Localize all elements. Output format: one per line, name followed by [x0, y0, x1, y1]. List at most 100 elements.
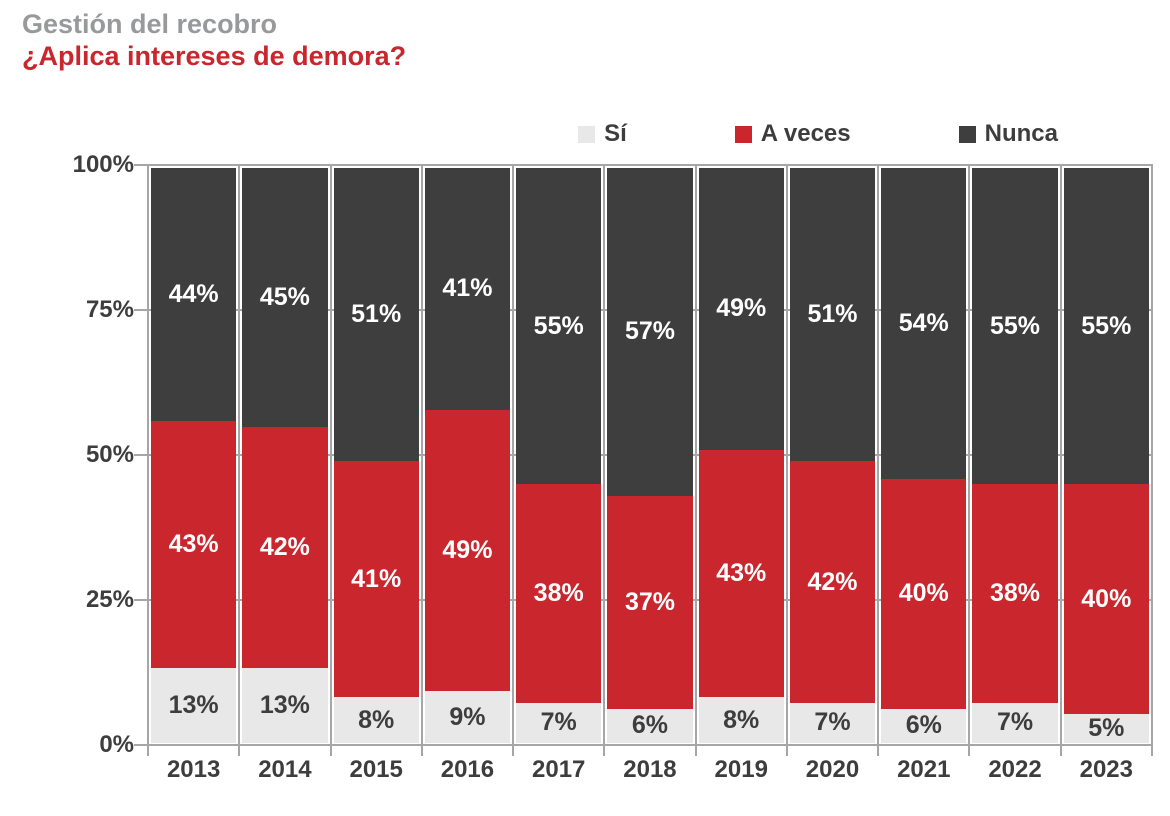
category-boundary-line: [329, 164, 332, 756]
bar-slot-2022: 7% 38% 55%: [969, 168, 1060, 743]
segment-sí-2014: 13%: [242, 668, 328, 743]
y-axis: 0% 25% 50% 75% 100%: [0, 151, 134, 758]
gridline-100%: [134, 164, 1152, 166]
segment-value-label: 7%: [540, 708, 577, 737]
category-boundary-line: [147, 164, 149, 756]
segment-sí-2021: 6%: [881, 708, 967, 743]
bars-container: 13% 43% 44% 13% 42% 45% 8% 41% 51% 9% 49% 41% 7% 38% 5…: [148, 168, 1152, 743]
x-tick-label-2018: 2018: [623, 756, 677, 783]
x-axis: 2013 2014 2015 2016 2017 2018 2019 2020 2021 2022…: [148, 756, 1152, 784]
segment-nunca-2018: 57%: [607, 168, 693, 496]
chart-kicker: Gestión del recobro: [22, 9, 278, 39]
segment-value-label: 40%: [898, 579, 949, 607]
segment-a-veces-2018: 37%: [607, 495, 693, 709]
segment-sí-2022: 7%: [972, 702, 1058, 743]
bar-slot-2020: 7% 42% 51%: [787, 168, 878, 743]
segment-a-veces-2023: 40%: [1063, 484, 1149, 715]
segment-sí-2019: 8%: [698, 697, 784, 743]
segment-sí-2013: 13%: [151, 668, 237, 743]
y-tick-label-25%: 25%: [85, 586, 134, 613]
segment-value-label: 57%: [624, 317, 675, 346]
category-boundary-line: [694, 164, 697, 756]
x-tick-label-2021: 2021: [897, 756, 951, 783]
segment-value-label: 55%: [533, 311, 584, 340]
category-boundary-line: [785, 164, 788, 756]
segment-a-veces-2016: 49%: [424, 409, 511, 692]
segment-value-label: 49%: [442, 535, 493, 564]
bar-slot-2015: 8% 41% 51%: [331, 168, 422, 743]
segment-value-label: 13%: [259, 691, 310, 720]
segment-value-label: 43%: [716, 558, 767, 587]
legend-item-sí: Sí: [578, 120, 627, 148]
segment-value-label: 38%: [533, 579, 584, 607]
segment-a-veces-2013: 43%: [151, 421, 237, 669]
chart-title: ¿Aplica intereses de demora?: [22, 41, 407, 72]
stacked-bar-plot: 13% 43% 44% 13% 42% 45% 8% 41% 51% 9% 49% 41% 7% 38% 5…: [134, 164, 1153, 756]
segment-value-label: 7%: [996, 708, 1034, 737]
category-boundary-line: [420, 164, 423, 756]
bar-slot-2018: 6% 37% 57%: [604, 168, 695, 743]
segment-nunca-2013: 44%: [151, 168, 237, 421]
x-tick-label-2016: 2016: [440, 756, 495, 783]
stacked-bar-2020: 7% 42% 51%: [789, 168, 876, 743]
stacked-bar-2022: 7% 38% 55%: [972, 168, 1058, 743]
x-tick-label-2014: 2014: [258, 756, 312, 783]
segment-value-label: 51%: [351, 300, 402, 329]
x-tick-label-2019: 2019: [714, 756, 768, 783]
y-tick-label-75%: 75%: [85, 296, 134, 323]
segment-sí-2023: 5%: [1063, 714, 1149, 743]
segment-sí-2015: 8%: [333, 697, 419, 743]
category-boundary-line: [968, 164, 971, 756]
bar-slot-2013: 13% 43% 44%: [148, 168, 239, 743]
segment-a-veces-2014: 42%: [242, 426, 328, 669]
segment-value-label: 8%: [358, 705, 395, 734]
segment-value-label: 43%: [168, 530, 219, 559]
legend-swatch-icon: [734, 125, 752, 143]
segment-value-label: 6%: [905, 711, 942, 740]
segment-value-label: 13%: [168, 691, 219, 720]
segment-sí-2016: 9%: [424, 691, 511, 743]
segment-value-label: 49%: [716, 294, 767, 323]
legend-item-a-veces: A veces: [734, 120, 851, 148]
segment-nunca-2020: 51%: [789, 168, 876, 462]
segment-nunca-2015: 51%: [333, 168, 419, 462]
x-tick-label-2020: 2020: [805, 756, 860, 783]
legend-label: Sí: [604, 120, 627, 147]
segment-nunca-2016: 41%: [424, 168, 511, 410]
legend-swatch-icon: [958, 125, 976, 143]
segment-nunca-2017: 55%: [516, 168, 602, 485]
x-tick-label-2013: 2013: [166, 756, 221, 783]
stacked-bar-2016: 9% 49% 41%: [424, 168, 511, 743]
x-tick-label-2022: 2022: [988, 756, 1042, 783]
x-tick-label-2015: 2015: [349, 756, 403, 783]
stacked-bar-2014: 13% 42% 45%: [242, 168, 328, 743]
legend-swatch-icon: [578, 125, 596, 143]
segment-nunca-2023: 55%: [1063, 168, 1149, 485]
segment-nunca-2021: 54%: [881, 168, 967, 479]
x-tick-label-2023: 2023: [1079, 756, 1133, 783]
segment-sí-2020: 7%: [789, 702, 876, 743]
segment-value-label: 8%: [723, 705, 760, 734]
y-tick-label-0%: 0%: [99, 731, 134, 758]
stacked-bar-2013: 13% 43% 44%: [151, 168, 237, 743]
segment-nunca-2022: 55%: [972, 168, 1058, 485]
y-tick-label-50%: 50%: [85, 441, 134, 468]
segment-value-label: 40%: [1081, 584, 1132, 613]
gridline-0%: [134, 744, 1152, 746]
segment-value-label: 55%: [1081, 311, 1132, 340]
segment-value-label: 44%: [168, 280, 219, 308]
chart-header: Gestión del recobro ¿Aplica intereses de…: [22, 8, 406, 73]
stacked-bar-2021: 6% 40% 54%: [881, 168, 967, 743]
category-boundary-line: [512, 164, 515, 756]
segment-nunca-2014: 45%: [242, 168, 328, 427]
stacked-bar-2015: 8% 41% 51%: [333, 168, 419, 743]
segment-value-label: 38%: [990, 579, 1041, 607]
legend-item-nunca: Nunca: [958, 120, 1058, 148]
legend-label: Nunca: [984, 120, 1058, 147]
segment-a-veces-2022: 38%: [972, 484, 1058, 703]
y-tick-label-100%: 100%: [72, 151, 134, 178]
segment-value-label: 7%: [814, 708, 851, 737]
segment-sí-2017: 7%: [516, 702, 602, 743]
bar-slot-2019: 8% 43% 49%: [696, 168, 787, 743]
